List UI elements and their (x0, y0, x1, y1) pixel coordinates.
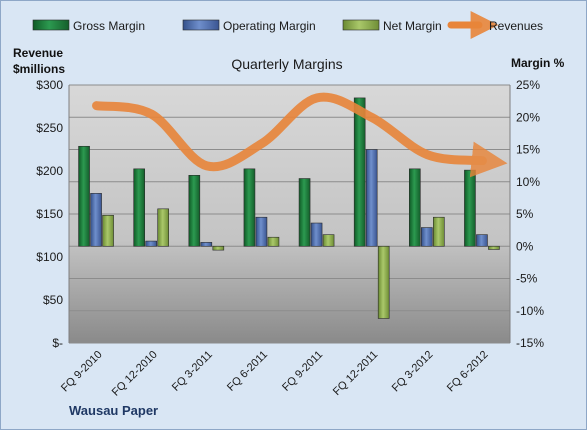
legend-label-operating-margin: Operating Margin (223, 19, 316, 33)
left-axis-label-line2: $millions (13, 62, 65, 76)
left-axis-label-line1: Revenue (13, 46, 63, 60)
gridlines (68, 84, 511, 344)
legend-swatch-net-margin (342, 19, 380, 31)
category-label: FQ 12-2010 (110, 349, 160, 399)
revenue-point (317, 97, 318, 98)
bar-operating-margin (90, 193, 102, 247)
chart-title: Quarterly Margins (231, 56, 342, 72)
bar-net-margin (212, 245, 225, 251)
bar-net-margin (433, 216, 445, 247)
bar-operating-margin (365, 149, 378, 247)
bar-gross-margin (409, 168, 421, 247)
left-tick-label: $200 (36, 164, 63, 178)
legend-swatch-gross-margin (32, 19, 70, 31)
bar-operating-margin (145, 240, 157, 247)
bar-gross-margin (78, 145, 90, 247)
bar-gross-margin (353, 97, 366, 247)
bar-operating-margin (476, 234, 488, 247)
category-label: FQ 12-2011 (331, 349, 380, 398)
right-tick-label: -5% (516, 272, 538, 286)
bar-gross-margin (133, 168, 145, 247)
bar-net-margin (157, 208, 169, 247)
left-tick-label: $100 (36, 250, 63, 264)
revenue-line (92, 92, 508, 178)
category-label: FQ 9-2010 (59, 349, 105, 395)
bar-operating-margin (200, 242, 213, 247)
bar-gross-margin (298, 178, 311, 247)
legend-label-revenues: Revenues (489, 19, 543, 33)
category-labels: FQ 9-2010 FQ 12-2010 FQ 3-2011 FQ 6-2011 FQ … (59, 349, 491, 399)
right-tick-label: 20% (516, 110, 540, 124)
right-axis-ticks: -15% -10% -5% 0% 5% 10% 15% 20% 25% (516, 78, 544, 350)
revenue-point (151, 114, 152, 115)
bar-net-margin (267, 236, 280, 247)
bar-net-margin (322, 234, 335, 247)
right-tick-label: 5% (516, 207, 534, 221)
category-label: FQ 6-2011 (225, 349, 270, 394)
revenue-point (206, 165, 207, 166)
revenue-point (372, 117, 373, 118)
category-label: FQ 6-2012 (445, 349, 491, 395)
bar-net-margin (488, 245, 500, 250)
bar-net-margin (377, 245, 390, 319)
left-tick-label: $300 (36, 78, 63, 92)
bar-operating-margin (310, 222, 323, 247)
bar-net-margin (102, 214, 114, 247)
right-tick-label: -10% (516, 304, 544, 318)
left-tick-label: $250 (36, 121, 63, 135)
revenue-point (482, 160, 483, 161)
category-label: FQ 9-2011 (280, 349, 325, 394)
bar-gross-margin (188, 175, 201, 247)
right-axis-label: Margin % (511, 56, 565, 70)
legend: Gross Margin Operating Margin Net Margin Re… (32, 11, 543, 39)
left-tick-label: $50 (43, 293, 63, 307)
bar-operating-margin (421, 227, 433, 247)
left-tick-label: $- (52, 336, 63, 350)
right-tick-label: 0% (516, 239, 534, 253)
right-tick-label: -15% (516, 336, 544, 350)
right-tick-label: 25% (516, 78, 540, 92)
revenue-line-group (92, 92, 508, 178)
right-tick-label: 15% (516, 143, 540, 157)
bar-gross-margin (464, 169, 476, 247)
revenue-point (261, 143, 262, 144)
bar-operating-margin (255, 216, 268, 247)
company-name: Wausau Paper (69, 403, 158, 418)
legend-swatch-operating-margin (182, 19, 220, 31)
category-label: FQ 3-2011 (170, 349, 215, 394)
revenue-point (96, 105, 97, 106)
legend-label-gross-margin: Gross Margin (73, 19, 145, 33)
bar-gross-margin (243, 168, 256, 247)
left-axis-ticks: $- $50 $100 $150 $200 $250 $300 (36, 78, 63, 350)
right-tick-label: 10% (516, 175, 540, 189)
category-label: FQ 3-2012 (390, 349, 436, 395)
revenue-point (427, 154, 428, 155)
bars-group (78, 97, 500, 319)
left-tick-label: $150 (36, 207, 63, 221)
legend-label-net-margin: Net Margin (383, 19, 442, 33)
